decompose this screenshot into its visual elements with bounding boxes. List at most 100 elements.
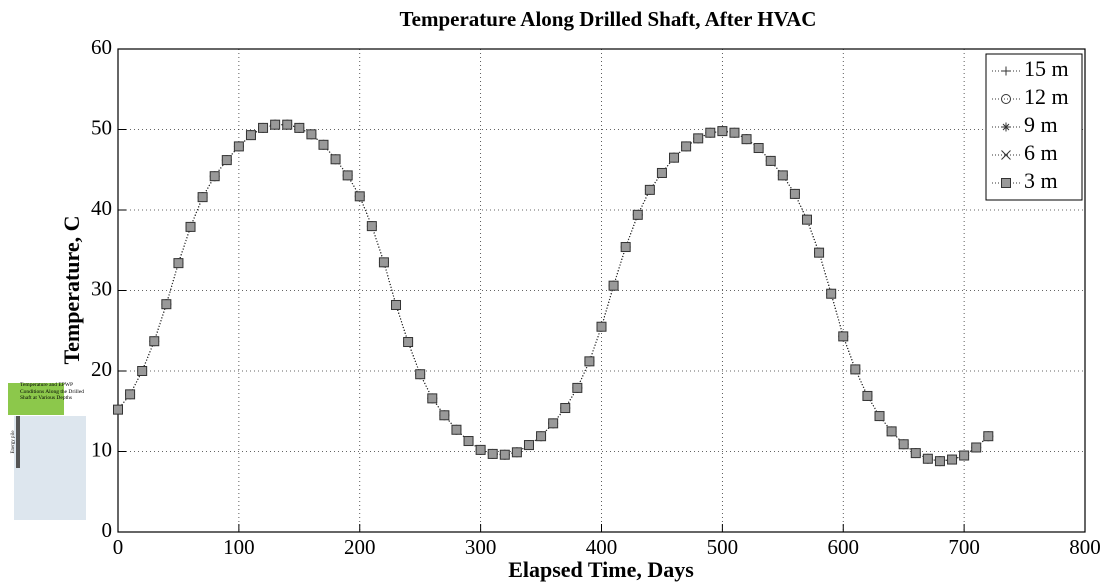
y-tick-label: 50	[91, 115, 112, 139]
legend-label: 12 m	[1024, 84, 1069, 109]
marker	[971, 442, 982, 453]
marker	[632, 209, 643, 220]
marker	[789, 188, 800, 199]
marker	[596, 321, 607, 332]
plot-frame	[117, 48, 1086, 533]
marker	[185, 221, 196, 232]
x-tick-label: 500	[707, 535, 739, 559]
marker	[439, 410, 450, 421]
marker	[523, 440, 534, 451]
marker	[560, 403, 571, 414]
marker	[729, 127, 740, 138]
legend-label: 3 m	[1024, 168, 1058, 193]
marker	[161, 299, 172, 310]
marker	[681, 141, 692, 152]
marker	[765, 155, 776, 166]
inset-title: Temperature and EPWP Conditions Along th…	[20, 382, 85, 401]
marker	[258, 122, 269, 133]
marker	[656, 167, 667, 178]
marker	[777, 170, 788, 181]
marker	[536, 431, 547, 442]
marker	[934, 456, 945, 467]
inset-ground	[14, 416, 86, 520]
marker	[415, 369, 426, 380]
marker	[608, 280, 619, 291]
marker	[753, 143, 764, 154]
inset-header	[8, 383, 64, 415]
marker	[294, 122, 305, 133]
marker	[342, 170, 353, 181]
marker	[463, 436, 474, 447]
legend-label: 6 m	[1024, 140, 1058, 165]
x-tick-label: 600	[828, 535, 860, 559]
marker	[475, 444, 486, 455]
marker	[620, 242, 631, 253]
marker	[669, 152, 680, 163]
marker	[850, 364, 861, 375]
x-tick-label: 700	[948, 535, 980, 559]
y-tick-label: 30	[91, 276, 112, 300]
marker	[487, 448, 498, 459]
x-tick-label: 400	[586, 535, 618, 559]
x-tick-label: 0	[113, 535, 124, 559]
x-tick-label: 200	[344, 535, 376, 559]
marker	[717, 126, 728, 137]
marker	[898, 439, 909, 450]
y-tick-label: 10	[91, 437, 112, 461]
marker	[644, 184, 655, 195]
marker	[584, 356, 595, 367]
marker	[814, 247, 825, 258]
legend-marker	[1001, 122, 1011, 132]
legend-marker	[1001, 150, 1011, 160]
marker	[874, 411, 885, 422]
marker	[366, 221, 377, 232]
marker	[499, 449, 510, 460]
x-tick-label: 100	[223, 535, 255, 559]
legend-marker	[1001, 94, 1011, 104]
marker	[427, 393, 438, 404]
marker	[801, 214, 812, 225]
marker	[113, 404, 123, 415]
marker	[318, 139, 329, 150]
marker	[705, 127, 716, 138]
inset-label: Energy pile	[11, 430, 16, 454]
marker	[511, 447, 522, 458]
y-tick-label: 60	[91, 35, 112, 59]
legend-label: 15 m	[1024, 56, 1069, 81]
legend-label: 9 m	[1024, 112, 1058, 137]
marker	[282, 119, 293, 130]
marker	[693, 133, 704, 144]
marker	[548, 418, 559, 429]
marker	[403, 337, 414, 348]
marker	[922, 453, 933, 464]
marker	[572, 382, 583, 393]
marker	[209, 171, 220, 182]
marker	[197, 192, 208, 203]
marker	[137, 366, 148, 376]
inset-pile	[16, 416, 20, 468]
marker	[862, 390, 873, 401]
marker	[125, 389, 136, 400]
marker	[826, 288, 837, 299]
inset: Temperature and EPWP Conditions Along th…	[8, 382, 86, 520]
marker	[149, 336, 160, 347]
y-axis-label: Temperature, C	[59, 215, 84, 364]
x-axis-label: Elapsed Time, Days	[508, 557, 694, 582]
legend-marker	[1001, 66, 1011, 76]
marker	[330, 154, 341, 165]
marker	[306, 129, 317, 140]
marker	[886, 426, 897, 437]
marker	[838, 331, 849, 342]
y-tick-label: 20	[91, 357, 112, 381]
marker	[354, 191, 365, 202]
marker	[983, 431, 994, 442]
marker	[233, 141, 244, 152]
marker	[378, 257, 389, 268]
marker	[221, 155, 232, 166]
marker	[910, 448, 921, 459]
marker	[391, 299, 402, 310]
chart-title: Temperature Along Drilled Shaft, After H…	[400, 7, 817, 31]
marker	[959, 450, 970, 461]
marker	[245, 130, 256, 141]
